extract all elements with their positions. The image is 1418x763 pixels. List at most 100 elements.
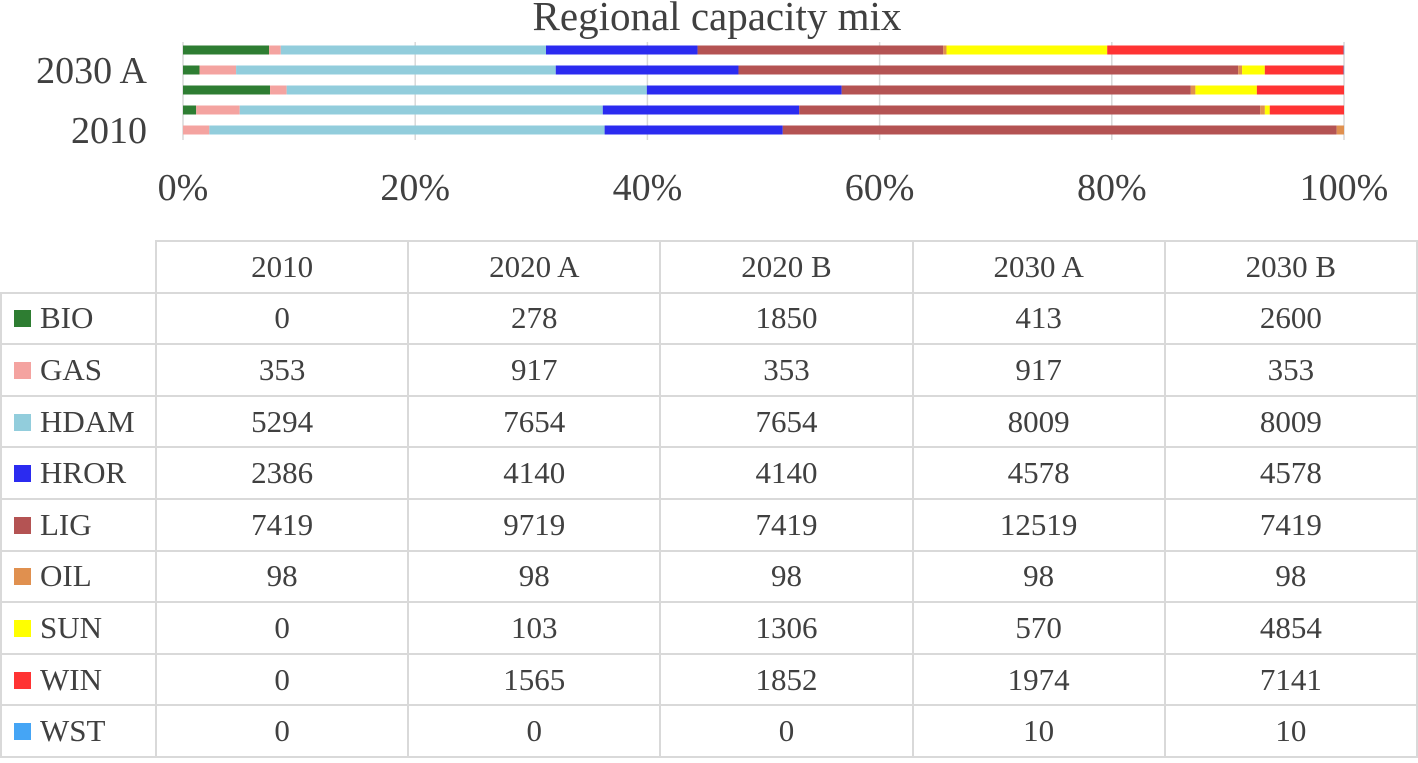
legend-key-cell: HROR xyxy=(0,446,157,500)
table-cell: 8009 xyxy=(911,394,1166,449)
x-tick-label: 100% xyxy=(1300,167,1389,209)
x-tick-label: 80% xyxy=(1077,167,1147,209)
bar-segment-wst xyxy=(1343,45,1345,55)
table-cell: 7654 xyxy=(659,394,914,449)
table-cell: 917 xyxy=(911,343,1166,397)
table-cell: 9719 xyxy=(407,497,662,552)
bar-segment-lig xyxy=(738,65,1239,75)
table-cell: 98 xyxy=(659,549,914,604)
table-cell: 98 xyxy=(154,549,410,604)
legend-swatch xyxy=(14,568,31,586)
table-row: WIN 0 1565 1852 1974 7141 xyxy=(0,652,1418,707)
legend-key-cell: GAS xyxy=(0,343,157,397)
bar-segment-bio xyxy=(183,105,197,115)
bar-segment-lig xyxy=(841,85,1191,95)
bar-segment-hdam xyxy=(236,65,556,75)
legend-swatch xyxy=(14,310,31,328)
bar-segment-hdam xyxy=(239,105,603,115)
bar-segment-sun xyxy=(1195,85,1257,95)
table-column-header: 2030 A xyxy=(911,240,1166,294)
bar-segment-bio xyxy=(183,45,270,55)
table-cell: 0 xyxy=(407,704,662,758)
table-cell: 2386 xyxy=(154,446,410,500)
table-cell: 353 xyxy=(659,343,914,397)
legend-swatch xyxy=(14,723,31,741)
legend-key-cell: SUN xyxy=(0,601,157,655)
table-cell: 0 xyxy=(154,291,410,346)
table-column-header: 2010 xyxy=(154,240,410,294)
table-cell: 1850 xyxy=(659,291,914,346)
bar-segment-sun xyxy=(1242,65,1265,75)
table-cell: 7419 xyxy=(154,497,410,552)
bar-segment-bio xyxy=(183,85,271,95)
legend-key-cell: OIL xyxy=(0,549,157,604)
bar-segment-hdam xyxy=(209,125,605,135)
table-cell: 7419 xyxy=(1163,497,1418,552)
bar-segment-hror xyxy=(545,45,698,55)
bar-segment-sun xyxy=(1264,105,1270,115)
bar-segment-hror xyxy=(555,65,739,75)
table-cell: 4140 xyxy=(659,446,914,500)
table-cell: 1974 xyxy=(911,652,1166,707)
legend-swatch xyxy=(14,671,31,689)
table-row: OIL 98 98 98 98 98 xyxy=(0,549,1418,604)
table-cell: 1565 xyxy=(407,652,662,707)
table-cell: 4140 xyxy=(407,446,662,500)
table-row: SUN 0 103 1306 570 4854 xyxy=(0,601,1418,655)
bar-segment-oil xyxy=(1260,105,1265,115)
table-cell: 2600 xyxy=(1163,291,1418,346)
legend-swatch xyxy=(14,361,31,379)
legend-swatch xyxy=(14,619,31,637)
table-corner-cell xyxy=(1,241,157,294)
table-cell: 7654 xyxy=(407,394,662,449)
table-cell: 353 xyxy=(1163,343,1418,397)
table-cell: 1306 xyxy=(659,601,914,655)
table-row: GAS 353 917 353 917 353 xyxy=(0,343,1418,397)
table-cell: 12519 xyxy=(911,497,1166,552)
bar-segment-hdam xyxy=(286,85,647,95)
stacked-bar-chart: Regional capacity mix 0% 20% 40% 60% 80% 100% 2… xyxy=(36,0,1389,209)
bar-segment-hror xyxy=(646,85,842,95)
y-tick-label: 2010 xyxy=(71,110,147,152)
table-cell: 353 xyxy=(154,343,410,397)
bar-segment-hror xyxy=(602,105,800,115)
table-row: HROR 2386 4140 4140 4578 4578 xyxy=(0,446,1418,500)
bar-segment-oil xyxy=(1336,125,1344,135)
table-cell: 0 xyxy=(154,704,410,758)
bar-segment-lig xyxy=(697,45,944,55)
table-cell: 278 xyxy=(407,291,662,346)
x-tick-label: 0% xyxy=(158,167,209,209)
table-header-row: 2010 2020 A 2020 B 2030 A 2030 B xyxy=(1,240,1418,294)
bar-segment-hror xyxy=(604,125,783,135)
bar-segment-win xyxy=(1264,65,1344,75)
bar-segment-lig xyxy=(799,105,1261,115)
table-row: LIG 7419 9719 7419 12519 7419 xyxy=(0,497,1418,552)
table-cell: 0 xyxy=(659,704,914,758)
y-tick-label: 2030 A xyxy=(36,50,147,92)
chart-area: Regional capacity mix 0% 20% 40% 60% 80% 100% 2… xyxy=(0,0,1418,215)
bar-segment-wst xyxy=(1343,65,1345,75)
bar-segment-win xyxy=(1256,85,1344,95)
data-table: 2010 2020 A 2020 B 2030 A 2030 B BIO 0 278 1850… xyxy=(0,240,1418,758)
bar-segment-hdam xyxy=(280,45,546,55)
bar-segment-gas xyxy=(269,45,281,55)
table-cell: 98 xyxy=(911,549,1166,604)
legend-label: GAS xyxy=(40,351,103,387)
table-cell: 4578 xyxy=(911,446,1166,500)
bar-segment-gas xyxy=(270,85,287,95)
table-cell: 0 xyxy=(154,601,410,655)
x-tick-label: 20% xyxy=(380,167,450,209)
legend-swatch xyxy=(14,413,31,431)
table-column-header: 2030 B xyxy=(1163,240,1418,294)
x-tick-label: 60% xyxy=(845,167,915,209)
table-column-header: 2020 A xyxy=(407,240,662,294)
legend-label: HDAM xyxy=(40,403,135,439)
bar-segment-oil xyxy=(943,45,947,55)
table-row: HDAM 5294 7654 7654 8009 8009 xyxy=(0,394,1418,449)
legend-key-cell: BIO xyxy=(0,291,157,346)
bar-segment-gas xyxy=(199,65,237,75)
bar-segment-bio xyxy=(183,65,200,75)
table-cell: 5294 xyxy=(154,394,410,449)
legend-label: WST xyxy=(40,713,106,749)
bar-segment-oil xyxy=(1190,85,1196,95)
